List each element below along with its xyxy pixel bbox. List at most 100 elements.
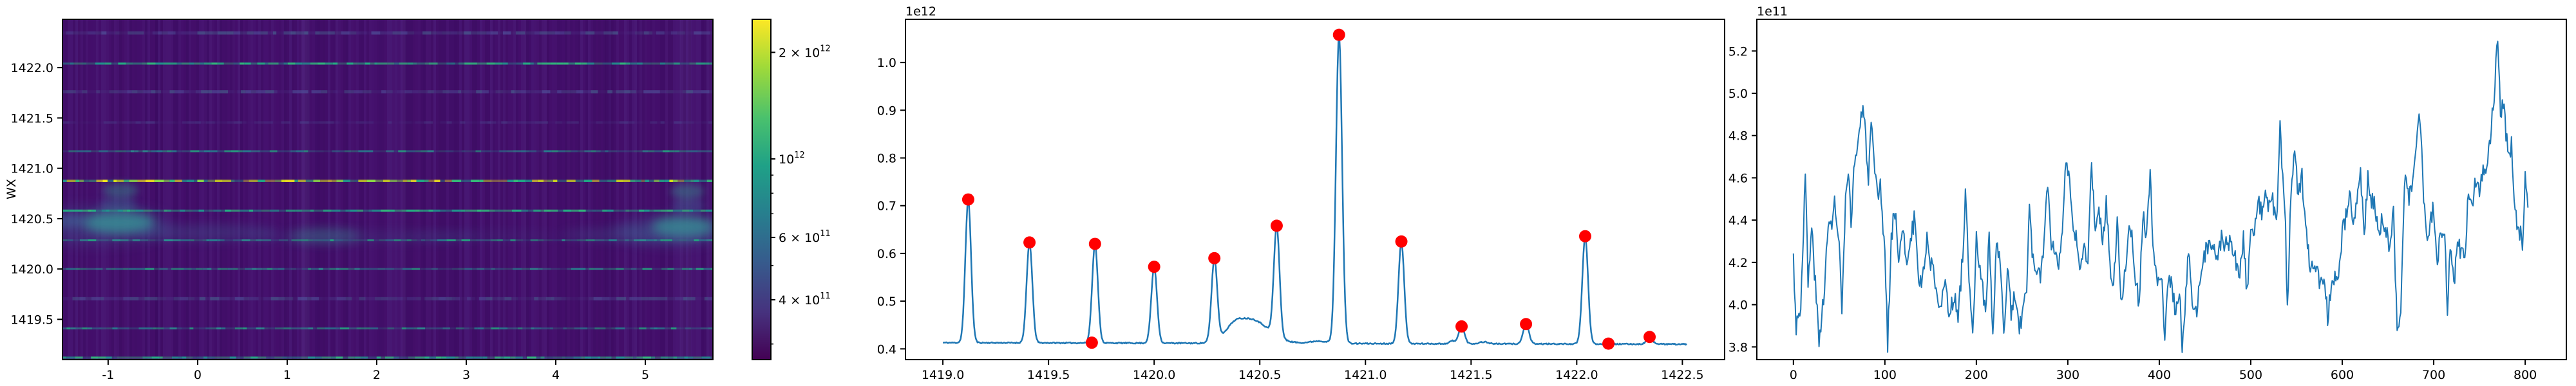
heatmap-emission-line-segment <box>225 297 230 300</box>
heatmap-emission-line-segment <box>76 150 84 152</box>
heatmap-noise-column <box>194 19 196 360</box>
heatmap-emission-line-segment <box>247 31 254 35</box>
heatmap-emission-line-segment <box>440 209 446 212</box>
heatmap-emission-line-segment <box>307 356 316 359</box>
heatmap-emission-line-segment <box>339 121 346 124</box>
heatmap-accent-column <box>605 19 614 360</box>
heatmap-emission-line-segment <box>277 90 284 94</box>
heatmap-emission-line-segment <box>210 150 218 152</box>
heatmap-emission-line-segment <box>597 356 601 359</box>
heatmap-diffuse-blob <box>135 225 279 241</box>
heatmap-emission-line-segment <box>666 90 674 94</box>
heatmap-noise-column <box>191 19 194 360</box>
heatmap-emission-line-segment <box>159 268 168 270</box>
heatmap-emission-line-segment <box>284 268 291 270</box>
heatmap-emission-line-segment <box>677 31 685 35</box>
heatmap-emission-line-segment <box>324 327 330 329</box>
heatmap-emission-line-segment <box>534 31 540 35</box>
heatmap-noise-column <box>153 19 155 360</box>
heatmap-emission-line-segment <box>240 90 246 94</box>
heatmap-emission-line-segment <box>566 179 576 182</box>
heatmap-emission-line-segment <box>279 209 286 212</box>
heatmap-emission-line-segment <box>464 31 471 35</box>
heatmap-emission-line-segment <box>214 179 223 182</box>
heatmap-emission-line-segment <box>173 297 180 300</box>
heatmap-noise-column <box>243 19 245 360</box>
heatmap-noise-column <box>596 19 598 360</box>
heatmap-emission-line-segment <box>351 150 359 152</box>
heatmap-emission-line-segment <box>499 327 508 329</box>
y-tick-label: 5.2 <box>1728 44 1748 59</box>
heatmap-emission-line-segment <box>470 179 480 182</box>
heatmap-emission-line-segment <box>117 356 125 359</box>
heatmap-emission-line-segment <box>358 150 365 152</box>
heatmap-emission-line-segment <box>431 31 437 35</box>
heatmap-emission-line-segment <box>701 356 711 359</box>
x-tick-label: 300 <box>2056 368 2079 382</box>
heatmap-emission-line-segment <box>99 239 109 242</box>
heatmap-emission-line-segment <box>393 239 401 242</box>
heatmap-noise-column <box>645 19 647 360</box>
heatmap-emission-line-segment <box>513 150 521 152</box>
heatmap-emission-line-segment <box>176 150 182 152</box>
heatmap-emission-line-segment <box>656 31 665 35</box>
heatmap-emission-line-segment <box>212 90 220 94</box>
heatmap-emission-line-segment <box>308 327 314 329</box>
heatmap-noise-column <box>166 19 168 360</box>
heatmap-noise-column <box>181 19 184 360</box>
heatmap-emission-line-segment <box>427 90 434 94</box>
heatmap-diffuse-blob <box>102 183 139 198</box>
heatmap-emission-line-segment <box>317 62 325 65</box>
heatmap-emission-line-segment <box>430 239 437 242</box>
heatmap-emission-line-segment <box>521 209 528 212</box>
heatmap-emission-line-segment <box>111 356 117 359</box>
heatmap-emission-line-segment <box>465 121 474 124</box>
heatmap-noise-column <box>359 19 361 360</box>
y-tick-label: 1422.0 <box>11 61 53 75</box>
heatmap-emission-line-segment <box>446 239 456 242</box>
heatmap-emission-line-segment <box>298 297 308 300</box>
heatmap-noise-column <box>80 19 83 360</box>
heatmap-emission-line-segment <box>465 150 472 152</box>
heatmap-noise-column <box>65 19 68 360</box>
axes-spines <box>905 19 1725 360</box>
x-tick-label: 1419.0 <box>922 368 964 382</box>
heatmap-emission-line-segment <box>523 239 531 242</box>
heatmap-emission-line-segment <box>372 209 381 212</box>
heatmap-emission-line-segment <box>194 121 201 124</box>
heatmap-noise-column <box>147 19 150 360</box>
heatmap-emission-line-segment <box>656 239 661 242</box>
heatmap-emission-line-segment <box>213 209 222 212</box>
heatmap-emission-line-segment <box>206 239 210 242</box>
heatmap-emission-line-segment <box>541 327 550 329</box>
heatmap-emission-line-segment <box>101 209 106 212</box>
heatmap-emission-line-segment <box>451 209 461 212</box>
y-tick-label: 1.0 <box>877 56 896 70</box>
y-tick-label: 3.8 <box>1728 340 1748 354</box>
heatmap-emission-line-segment <box>611 327 616 329</box>
heatmap-emission-line-segment <box>296 150 304 152</box>
heatmap-emission-line-segment <box>75 179 80 182</box>
heatmap-emission-line-segment <box>385 268 394 270</box>
peak-marker <box>1270 219 1283 232</box>
heatmap-emission-line-segment <box>584 179 592 182</box>
heatmap-emission-line-segment <box>330 239 334 242</box>
heatmap-noise-column <box>214 19 217 360</box>
heatmap-emission-line-segment <box>461 239 471 242</box>
heatmap-emission-line-segment <box>702 121 709 124</box>
heatmap-emission-line-segment <box>530 62 534 65</box>
heatmap-emission-line-segment <box>551 150 558 152</box>
x-tick-label: 1420.5 <box>1238 368 1281 382</box>
heatmap-emission-line-segment <box>154 179 164 182</box>
heatmap-emission-line-segment <box>205 31 214 35</box>
heatmap-noise-column <box>310 19 312 360</box>
heatmap-noise-column <box>609 19 611 360</box>
heatmap-emission-line-segment <box>696 62 705 65</box>
heatmap-emission-line-segment <box>687 297 696 300</box>
heatmap-emission-line-segment <box>442 327 450 329</box>
heatmap-noise-column <box>562 19 565 360</box>
heatmap-emission-line-segment <box>660 121 665 124</box>
heatmap-noise-column <box>521 19 524 360</box>
heatmap-noise-column <box>209 19 212 360</box>
heatmap-emission-line-segment <box>115 31 120 35</box>
